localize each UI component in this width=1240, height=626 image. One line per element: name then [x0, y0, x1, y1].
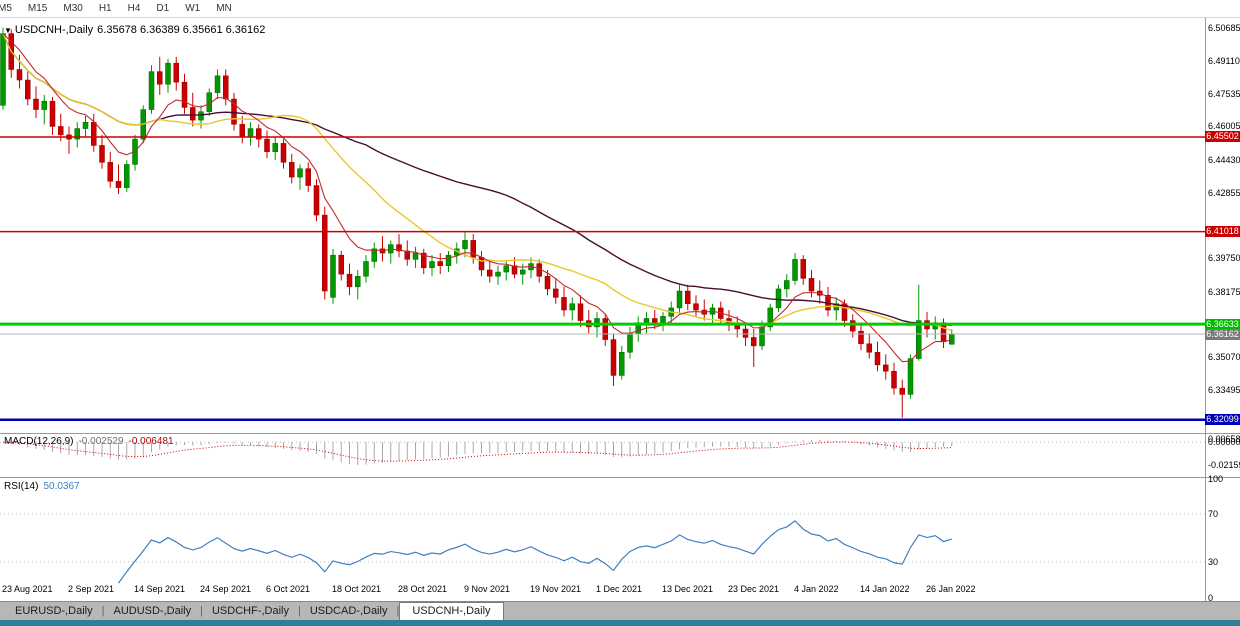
macd-signal-line: [2, 441, 952, 462]
fast-ma-line: [2, 33, 952, 363]
timeframe-button-w1[interactable]: W1: [185, 3, 201, 14]
chart-symbol-quote: ▼ USDCNH-,Daily 6.35678 6.36389 6.35661 6.…: [4, 24, 269, 36]
macd-signal-value: -0.006481: [128, 436, 174, 447]
tab-separator: |: [396, 605, 400, 617]
tab-separator: |: [101, 605, 105, 617]
timeframe-button-d1[interactable]: D1: [156, 3, 170, 14]
chart-tab-usdcnh[interactable]: USDCNH-,Daily: [399, 602, 504, 620]
quote-ohlc-text: 6.35678 6.36389 6.35661 6.36162: [97, 24, 266, 36]
window-bottom-edge: [0, 620, 1240, 626]
tab-separator: |: [200, 605, 203, 617]
macd-indicator-label: MACD(12,26,9) -0.002529 -0.006481: [4, 436, 174, 447]
tab-separator: |: [297, 605, 301, 617]
rsi-title-text: RSI(14): [4, 481, 39, 492]
chart-tab-eurusd[interactable]: EURUSD-,Daily: [15, 605, 93, 617]
timeframe-button-m5[interactable]: M5: [0, 3, 12, 14]
symbol-dropdown-icon[interactable]: ▼: [4, 26, 12, 35]
timeframe-button-h1[interactable]: H1: [98, 3, 112, 14]
mid-ma-line: [2, 33, 952, 332]
symbol-label: USDCNH-,Daily: [14, 24, 94, 36]
timeframe-button-h4[interactable]: H4: [127, 3, 141, 14]
chart-tab-usdchf[interactable]: USDCHF-,Daily: [211, 605, 289, 617]
chart-tab-bar: EURUSD-,Daily | AUDUSD-,Daily | USDCHF-,Dail…: [0, 601, 1240, 620]
macd-title-text: MACD(12,26,9): [4, 436, 74, 447]
rsi-line: [118, 520, 952, 584]
chart-tab-usdcad[interactable]: USDCAD-,Daily: [309, 605, 388, 617]
rsi-value: 50.0367: [43, 481, 80, 492]
macd-main-value: -0.002529: [78, 436, 124, 447]
timeframe-button-m15[interactable]: M15: [27, 3, 48, 14]
timeframe-toolbar: M5 M15 M30 H1 H4 D1 W1 MN: [0, 0, 1240, 18]
moving-averages-layer: [2, 33, 952, 363]
chart-tab-audusd[interactable]: AUDUSD-,Daily: [113, 605, 192, 617]
candles-layer: [0, 27, 955, 418]
rsi-indicator-label: RSI(14) 50.0367: [4, 481, 80, 492]
timeframe-button-mn[interactable]: MN: [216, 3, 232, 14]
macd-histogram: [10, 439, 953, 465]
price-scale[interactable]: [1205, 17, 1240, 602]
timeframe-button-m30[interactable]: M30: [63, 3, 83, 14]
